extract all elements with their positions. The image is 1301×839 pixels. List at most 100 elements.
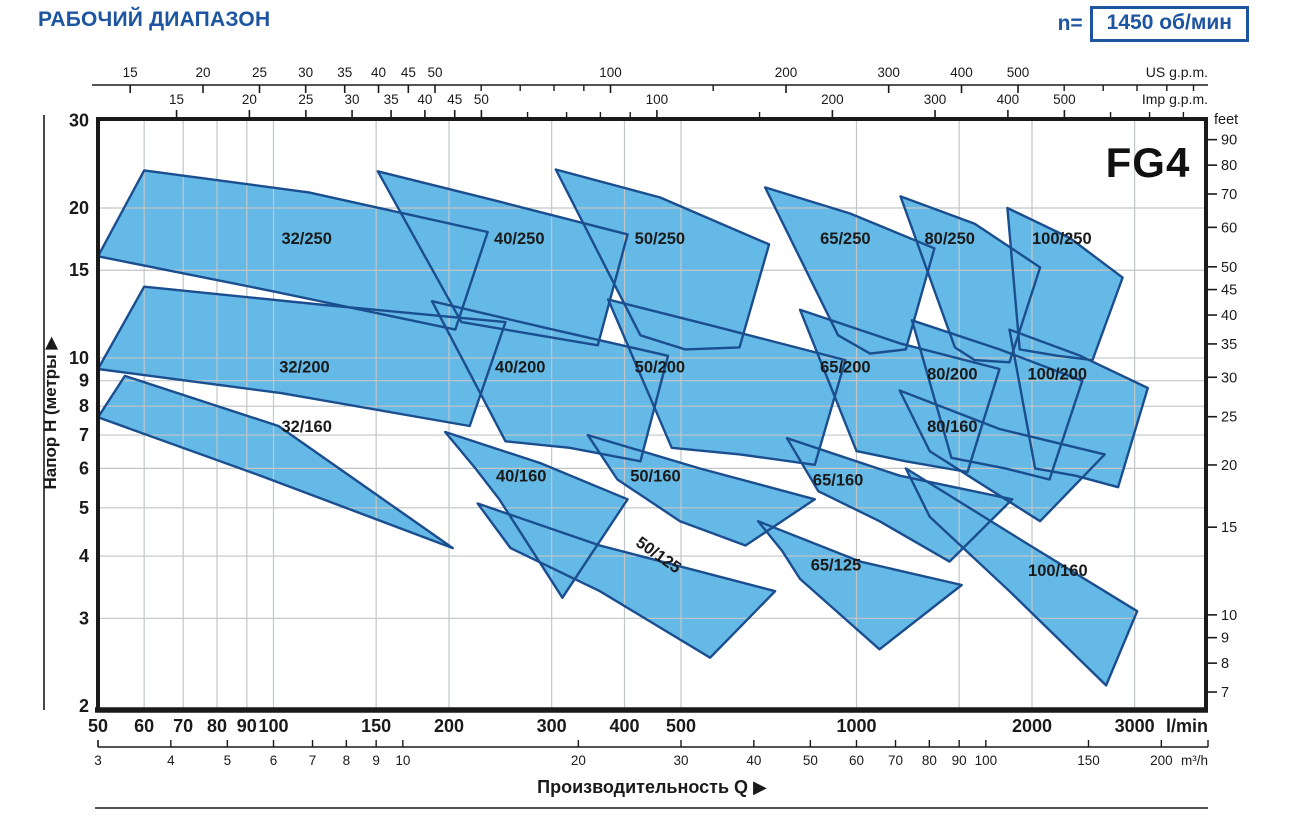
region-border-32-160	[96, 374, 454, 550]
region-label-32-200: 32/200	[279, 359, 329, 377]
m3h-tick-label: 6	[270, 753, 278, 768]
region-label-50-250: 50/250	[635, 230, 685, 248]
region-border-80-200	[910, 319, 1084, 481]
metres-tick-label: 5	[79, 498, 89, 518]
region-border-100-200	[1008, 328, 1149, 489]
metres-tick-label: 15	[69, 260, 89, 280]
metres-tick-label: 7	[79, 425, 89, 445]
region-fill-65-125	[758, 521, 962, 650]
region-label-100-160: 100/160	[1028, 562, 1088, 580]
imp-tick-label: 100	[646, 92, 669, 107]
m3h-axis-unit: m³/h	[1181, 753, 1208, 768]
region-label-65-250: 65/250	[820, 230, 870, 248]
us-tick-label: 100	[599, 65, 622, 80]
feet-tick-label: 8	[1221, 656, 1229, 672]
region-fill-80-250	[900, 196, 1041, 363]
feet-tick-label: 80	[1221, 158, 1237, 174]
region-border-80-160	[898, 389, 1106, 523]
metres-tick-label: 20	[69, 198, 89, 218]
lmin-tick-label: 500	[666, 716, 696, 736]
region-fill-32-160	[98, 375, 453, 549]
feet-tick-label: 70	[1221, 187, 1237, 203]
lmin-tick-label: 150	[361, 716, 391, 736]
imp-tick-label: 25	[298, 92, 313, 107]
region-border-50-160	[586, 433, 816, 547]
plot-frame	[95, 117, 1208, 713]
lmin-tick-label: 90	[237, 716, 257, 736]
us-tick-label: 40	[371, 65, 386, 80]
feet-tick-label: 25	[1221, 410, 1237, 426]
axis-imp-gpm	[175, 110, 1185, 117]
feet-tick-label: 50	[1221, 260, 1237, 276]
region-border-40-160	[444, 430, 629, 599]
m3h-tick-label: 60	[849, 753, 864, 768]
region-border-65-125	[756, 520, 963, 651]
m3h-tick-label: 7	[309, 753, 317, 768]
y-axis-title: Напор H (метры ▶	[41, 336, 60, 490]
feet-tick-label: 15	[1221, 520, 1237, 536]
region-border-100-160	[904, 467, 1139, 687]
imp-tick-label: 35	[384, 92, 399, 107]
imp-axis-unit: Imp g.p.m.	[1142, 91, 1208, 107]
us-axis-unit: US g.p.m.	[1146, 64, 1208, 80]
imp-tick-label: 15	[169, 92, 184, 107]
region-border-65-160	[785, 437, 1014, 563]
region-label-65-200: 65/200	[820, 359, 870, 377]
m3h-tick-label: 3	[94, 753, 102, 768]
imp-tick-label: 45	[447, 92, 462, 107]
feet-tick-label: 7	[1221, 685, 1229, 701]
m3h-tick-label: 8	[343, 753, 351, 768]
region-border-50-250	[554, 168, 771, 351]
m3h-tick-label: 70	[888, 753, 903, 768]
region-label-40-200: 40/200	[495, 359, 545, 377]
region-label-32-250: 32/250	[281, 230, 331, 248]
imp-tick-label: 40	[417, 92, 432, 107]
us-tick-label: 25	[252, 65, 267, 80]
region-border-65-250	[763, 186, 936, 355]
region-label-100-250: 100/250	[1032, 230, 1092, 248]
region-label-50-200: 50/200	[635, 359, 685, 377]
lmin-axis-unit: l/min	[1166, 716, 1208, 736]
m3h-tick-label: 80	[922, 753, 937, 768]
lmin-tick-label: 300	[537, 716, 567, 736]
region-label-40-160: 40/160	[496, 468, 546, 486]
metres-tick-label: 8	[79, 396, 89, 416]
us-tick-label: 15	[123, 65, 138, 80]
us-tick-label: 35	[337, 65, 352, 80]
page-title: РАБОЧИЙ ДИАПАЗОН	[38, 8, 271, 31]
region-fill-32-200	[98, 286, 506, 426]
metres-tick-label: 4	[79, 546, 89, 566]
region-fill-50-200	[608, 299, 846, 465]
metres-tick-label: 2	[79, 696, 89, 716]
m3h-tick-label: 20	[571, 753, 586, 768]
imp-tick-label: 30	[345, 92, 360, 107]
region-fill-40-250	[377, 171, 628, 346]
us-tick-label: 400	[950, 65, 973, 80]
feet-axis-unit: feet	[1214, 112, 1238, 128]
region-border-40-250	[376, 170, 629, 347]
gridlines	[100, 121, 1204, 708]
metres-tick-label: 3	[79, 608, 89, 628]
feet-tick-label: 20	[1221, 458, 1237, 474]
region-fill-80-160	[899, 390, 1105, 522]
region-fill-100-250	[1007, 208, 1123, 361]
imp-tick-label: 20	[242, 92, 257, 107]
us-tick-label: 50	[427, 65, 442, 80]
speed-value-box: 1450 об/мин	[1089, 6, 1249, 42]
us-tick-label: 300	[877, 65, 900, 80]
us-tick-label: 500	[1007, 65, 1030, 80]
speed-prefix: n=	[1057, 12, 1083, 35]
feet-tick-label: 9	[1221, 631, 1229, 647]
m3h-tick-label: 50	[803, 753, 818, 768]
pump-region-borders	[96, 168, 1149, 687]
feet-tick-label: 10	[1221, 608, 1237, 624]
imp-tick-label: 300	[924, 92, 947, 107]
region-fill-50-160	[587, 435, 815, 546]
region-label-80-250: 80/250	[924, 230, 974, 248]
lmin-tick-label: 100	[258, 716, 288, 736]
region-border-100-250	[1006, 206, 1124, 362]
us-tick-label: 20	[195, 65, 210, 80]
region-border-65-200	[798, 308, 1001, 474]
region-label-80-200: 80/200	[927, 366, 977, 384]
